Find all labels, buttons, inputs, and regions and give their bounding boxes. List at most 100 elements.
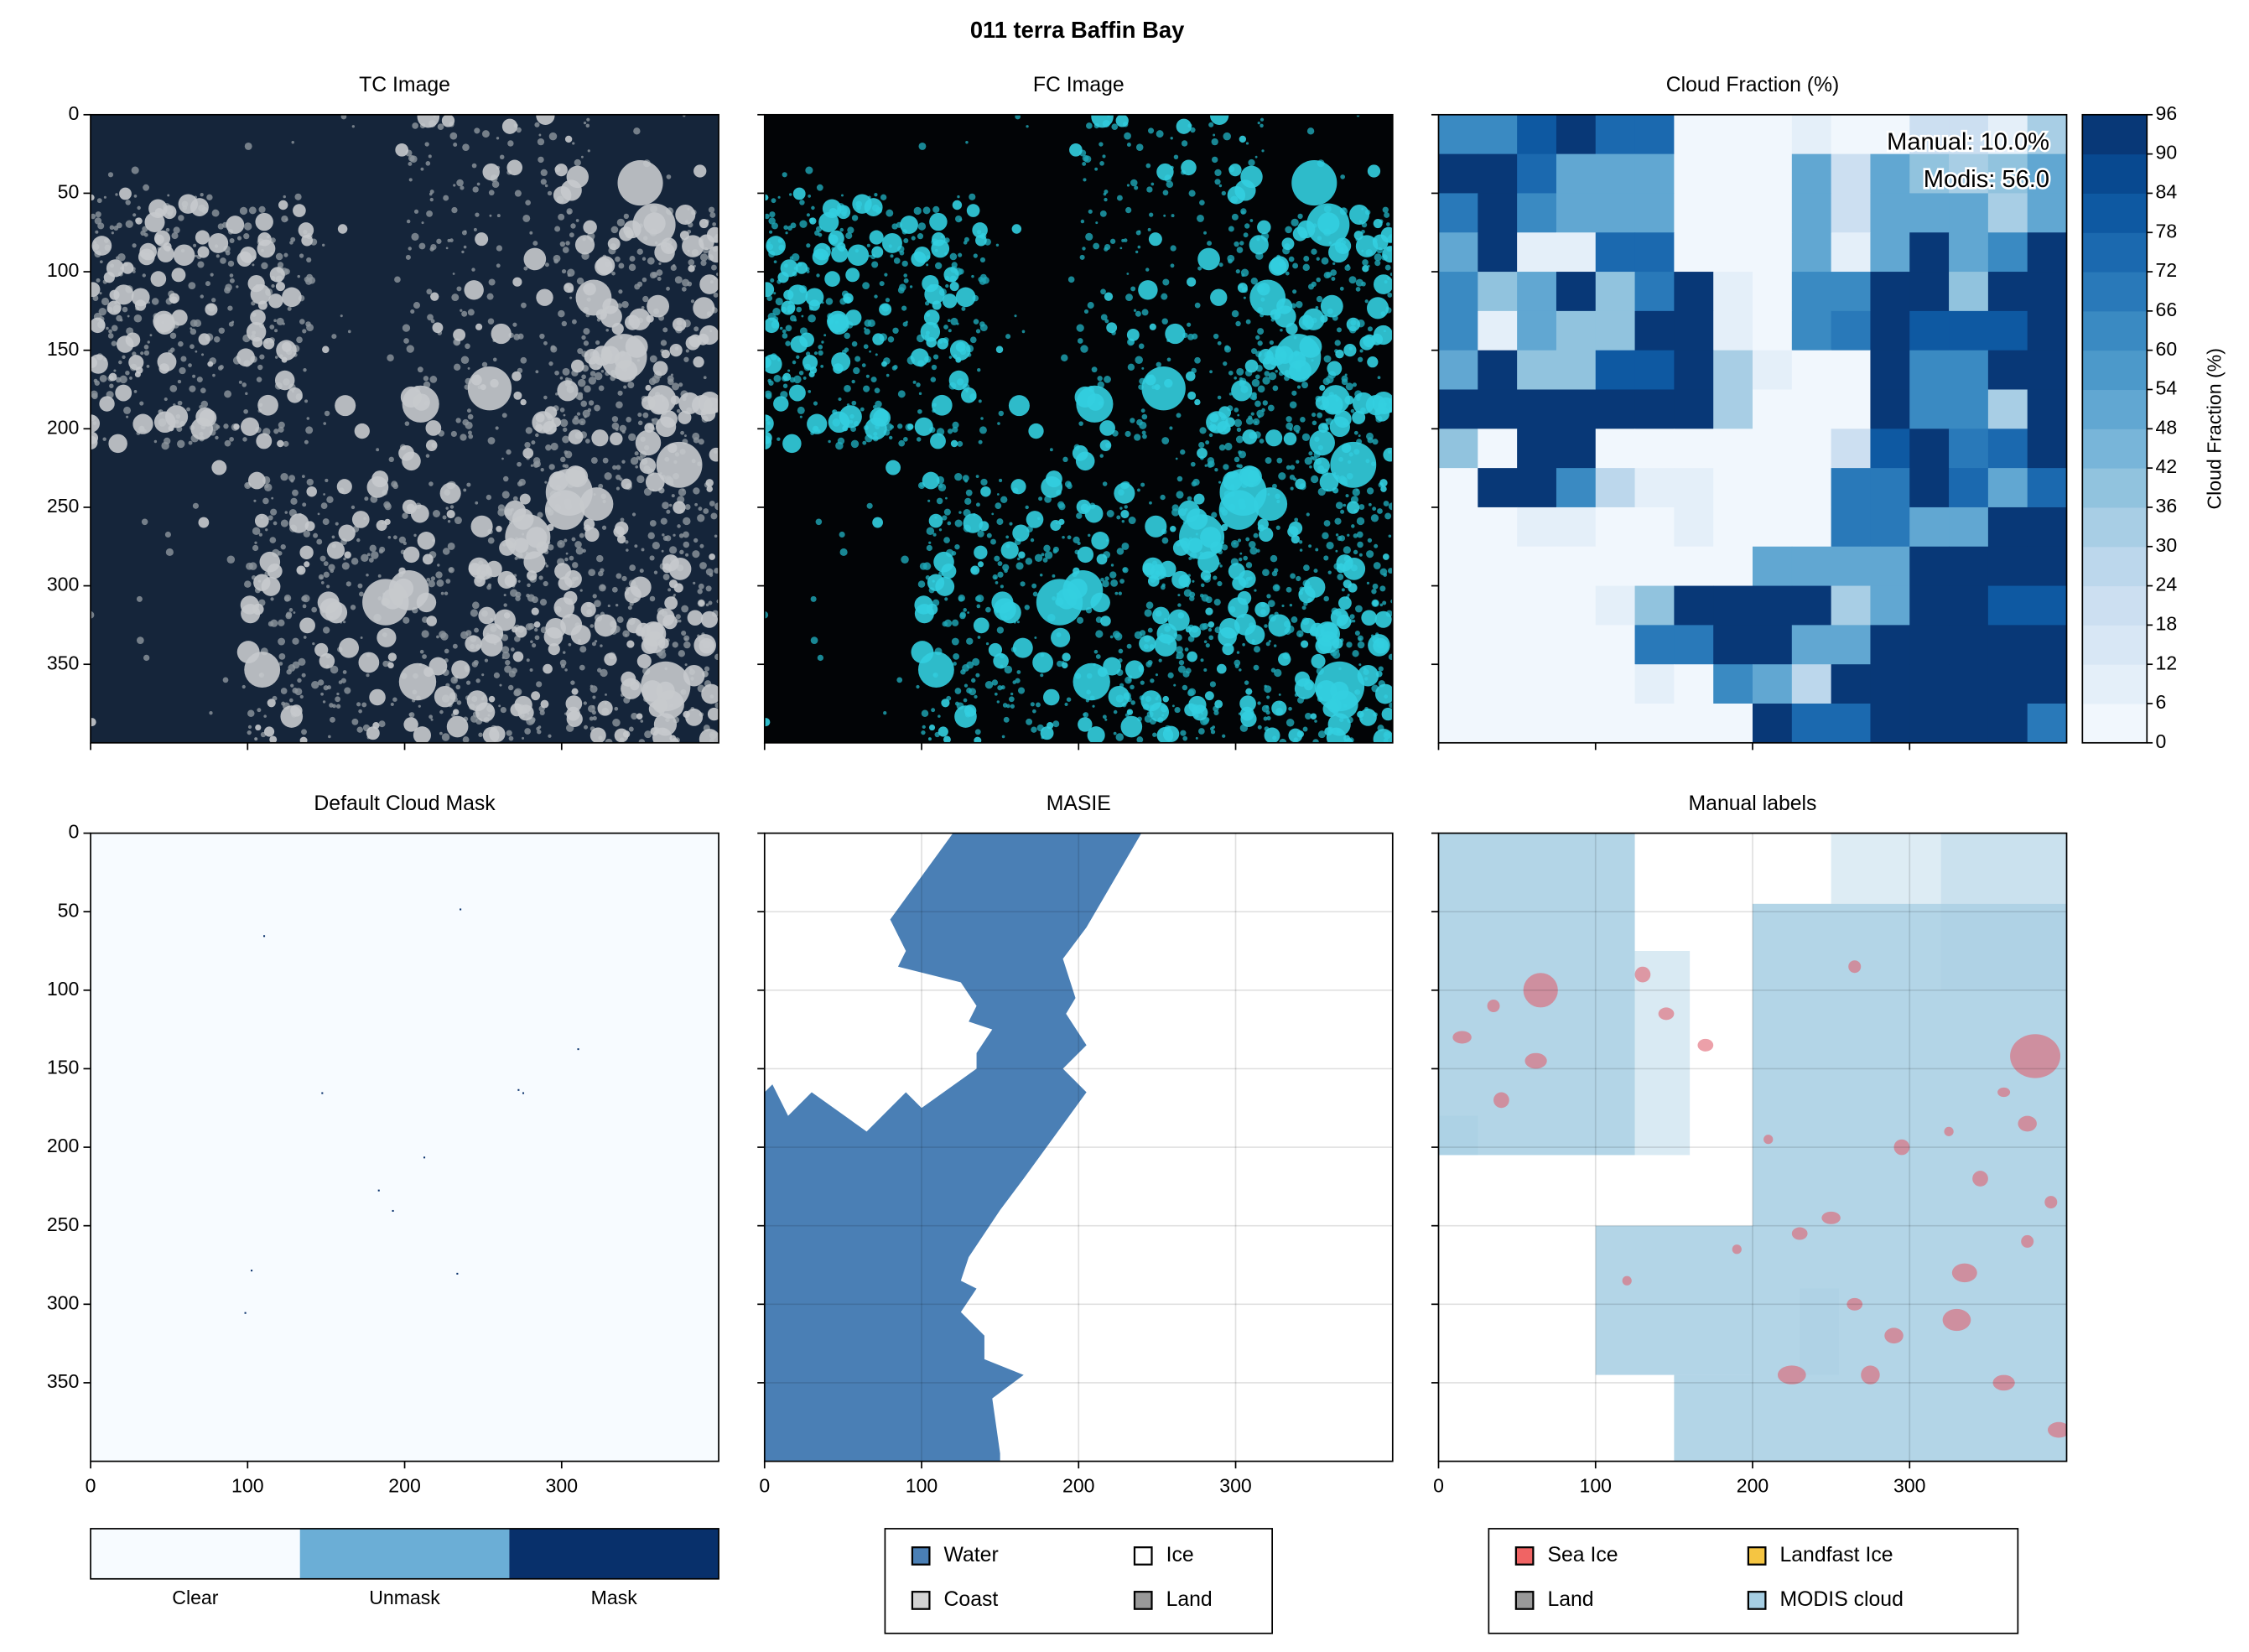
ice-floe (1313, 457, 1330, 475)
ice-floe (119, 375, 127, 384)
ice-floe (952, 421, 959, 429)
legend-marker (911, 1591, 931, 1610)
water-region (764, 833, 1142, 1462)
ice-floe (302, 329, 307, 334)
ice-floe (146, 364, 150, 368)
ice-floe (1274, 568, 1279, 573)
ice-floe (357, 583, 363, 589)
ice-floe (699, 543, 704, 548)
ice-floe (993, 652, 1009, 669)
ice-floe (864, 328, 870, 335)
heatmap-cell (1791, 704, 1832, 743)
ice-floe (207, 361, 214, 367)
ice-floe (1262, 377, 1270, 385)
ice-floe (103, 272, 115, 283)
ice-floe (854, 356, 861, 362)
heatmap-cell (1517, 546, 1557, 587)
ice-floe (660, 517, 667, 525)
ice-floe (1170, 137, 1173, 140)
ice-floe (697, 589, 703, 595)
ice-floe (461, 310, 468, 317)
ice-floe (369, 544, 377, 553)
ice-floe (673, 593, 676, 596)
heatmap-cell (1949, 625, 1989, 665)
ice-floe (1374, 253, 1382, 262)
ice-floe (581, 335, 586, 340)
ice-floe (402, 499, 418, 515)
ice-floe (501, 413, 507, 418)
ice-floe (254, 541, 257, 544)
ice-floe (872, 517, 884, 528)
heatmap-cell (1674, 585, 1714, 626)
ice-floe (513, 333, 521, 340)
ice-floe (656, 269, 663, 276)
ice-floe (132, 243, 137, 248)
ice-floe (451, 294, 460, 302)
ice-floe (967, 611, 970, 614)
ice-floe (347, 330, 351, 334)
ice-floe (600, 568, 605, 573)
panel-content (764, 114, 1393, 743)
ice-floe (997, 685, 1003, 691)
ice-floe (239, 206, 248, 216)
ice-floe (986, 532, 992, 538)
ice-floe (851, 340, 858, 347)
ice-floe (1043, 544, 1051, 553)
ice-floe (1248, 415, 1253, 420)
ice-floe (231, 320, 235, 324)
heatmap-cell (1438, 232, 1478, 273)
ice-floe (1040, 673, 1044, 678)
ice-floe (700, 610, 718, 628)
ice-floe (543, 340, 548, 345)
ice-floe (605, 693, 607, 696)
ice-floe (1039, 573, 1043, 577)
ice-floe (113, 369, 117, 372)
heatmap-cell (1791, 585, 1832, 626)
heatmap-cell (1753, 350, 1793, 391)
ice-floe (1014, 314, 1017, 318)
ice-floe (683, 635, 690, 642)
ice-floe (463, 488, 467, 492)
ice-floe (258, 532, 262, 537)
ice-floe (133, 390, 138, 393)
ice-floe (1177, 603, 1182, 607)
ice-floe (559, 241, 566, 247)
ice-floe (1176, 656, 1179, 659)
ice-floe (971, 678, 976, 683)
ice-floe (338, 680, 343, 684)
ice-floe (611, 416, 619, 423)
ice-floe (118, 360, 122, 365)
ice-floe (1176, 118, 1192, 134)
heatmap-cell (1753, 546, 1793, 587)
ice-floe (467, 413, 474, 420)
ice-floe (317, 512, 320, 516)
ice-floe (1100, 288, 1106, 295)
ice-floe (591, 429, 609, 447)
ice-floe (1335, 349, 1344, 359)
ice-floe (893, 365, 898, 370)
ice-floe (255, 212, 273, 231)
ice-floe (312, 642, 315, 646)
ice-floe (356, 702, 361, 707)
ice-floe (1306, 127, 1315, 135)
figure-title: 011 terra Baffin Bay (970, 17, 1185, 43)
heatmap-cell (1595, 114, 1636, 155)
ice-floe (1295, 478, 1306, 490)
ice-floe (996, 518, 1004, 526)
ice-floe (96, 278, 101, 283)
ice-floe (782, 434, 802, 454)
ice-floe (589, 356, 604, 371)
ice-floe (1308, 544, 1312, 548)
heatmap-cell (2027, 114, 2067, 155)
ice-floe (111, 340, 117, 346)
heatmap-cell (1949, 114, 1989, 155)
ice-floe (705, 479, 714, 487)
heatmap-cell (1517, 507, 1557, 548)
heatmap-cell (1556, 625, 1597, 665)
ice-floe (1121, 542, 1130, 550)
ice-floe (330, 716, 335, 723)
ice-floe (564, 668, 568, 672)
ice-floe (1080, 219, 1085, 224)
mask-background (91, 833, 719, 1462)
ice-floe (1102, 481, 1108, 486)
